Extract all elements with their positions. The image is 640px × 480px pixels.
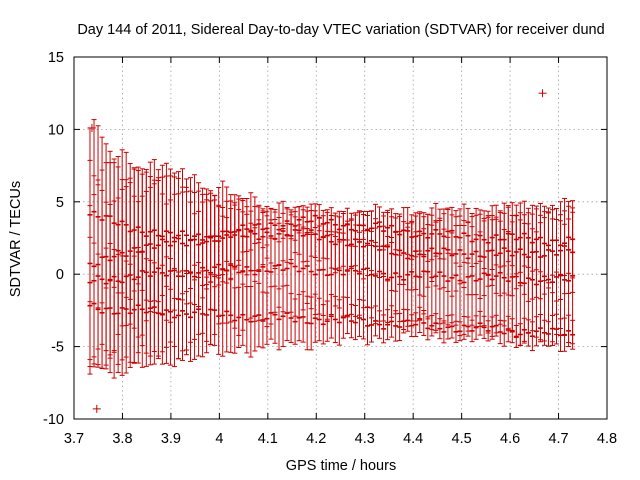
x-tick-label: 3.8 (112, 431, 132, 447)
x-tick-label: 4.2 (306, 431, 326, 447)
x-tick-label: 4.5 (452, 431, 472, 447)
y-tick-label: 15 (48, 50, 64, 66)
y-tick-label: 10 (48, 122, 64, 138)
y-tick-label: -10 (43, 412, 64, 428)
chart-title: Day 144 of 2011, Sidereal Day-to-day VTE… (77, 22, 604, 38)
plot-frame (73, 56, 608, 420)
x-tick-label: 4.3 (355, 431, 375, 447)
x-tick-label: 3.7 (64, 431, 84, 447)
y-tick-label: 5 (56, 195, 64, 211)
outlier-markers (87, 89, 547, 413)
y-ticks: -10 -5 0 5 10 15 (43, 50, 607, 428)
x-tick-label: 4.1 (258, 431, 278, 447)
y-tick-label: -5 (51, 340, 64, 356)
series-group (87, 89, 576, 413)
x-tick-label: 4.7 (548, 431, 568, 447)
x-tick-label: 3.9 (161, 431, 181, 447)
x-tick-label: 4.4 (403, 431, 423, 447)
x-tick-label: 4.8 (597, 431, 617, 447)
y-tick-label: 0 (56, 267, 64, 283)
x-tick-label: 4.6 (500, 431, 520, 447)
x-ticks: 3.7 3.8 3.9 4 4.1 4.2 4.3 4.4 4.5 4.6 4.7 4.8 (64, 57, 617, 447)
y-axis-label: SDTVAR / TECUs (8, 181, 24, 297)
x-axis-label: GPS time / hours (286, 458, 396, 474)
x-tick-label: 4 (215, 431, 223, 447)
error-bar-series-4 (87, 236, 576, 379)
